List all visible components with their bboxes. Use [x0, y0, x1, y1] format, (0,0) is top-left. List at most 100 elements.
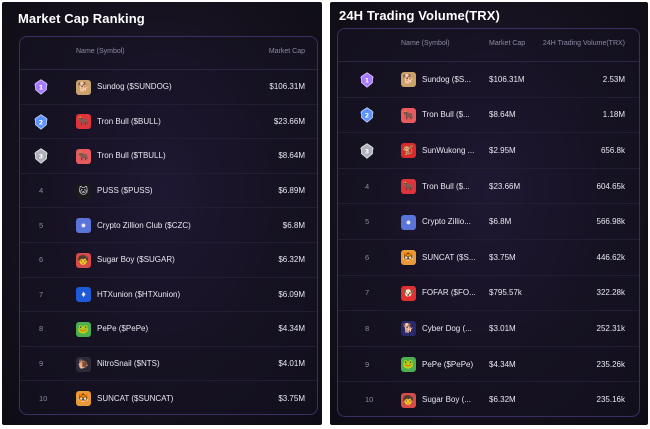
rank-number: 4: [365, 181, 370, 191]
bull-icon: 🐂: [76, 148, 91, 164]
fofar-icon: 🐶: [401, 285, 416, 301]
trading-volume-panel: 24H Trading Volume(TRX) Name (Symbol) Ma…: [330, 2, 648, 425]
market-cap-value: $4.01M: [278, 359, 305, 369]
volume-value: 566.98k: [596, 217, 625, 227]
header-name: Name (Symbol): [401, 40, 450, 47]
rank-number: 9: [39, 359, 44, 369]
volume-value: 1.18M: [602, 110, 625, 120]
token-name[interactable]: Crypto Zillio...: [422, 217, 471, 227]
market-cap-value: $106.31M: [489, 74, 525, 84]
rank-blue-medal-icon: 2: [358, 106, 376, 124]
rank-number: 6: [365, 252, 370, 262]
table-row[interactable]: 7 🐶 FOFAR ($FO... $795.57k 322.28k: [338, 276, 639, 312]
market-cap-value: $3.75M: [489, 252, 516, 262]
token-name[interactable]: Sundog ($S...: [422, 74, 471, 84]
token-name[interactable]: Tron Bull ($TBULL): [97, 151, 166, 161]
table-row[interactable]: 10 🐯 SUNCAT ($SUNCAT) $3.75M: [20, 381, 317, 414]
svg-text:3: 3: [365, 148, 369, 155]
volume-value: 252.31k: [596, 323, 625, 333]
rank-gold-medal-icon: 1: [32, 78, 50, 96]
table-row[interactable]: 1 🐕 Sundog ($SUNDOG) $106.31M: [20, 70, 317, 105]
market-cap-value: $4.34M: [489, 359, 516, 369]
svg-text:1: 1: [365, 77, 369, 84]
bull-icon: 🐂: [401, 107, 416, 123]
token-name[interactable]: SUNCAT ($S...: [422, 252, 476, 262]
rank-number: 5: [39, 220, 44, 230]
market-cap-value: $8.64M: [489, 110, 516, 120]
pepe-frog-icon: 🐸: [401, 357, 416, 373]
volume-value: 2.53M: [602, 74, 625, 84]
table-row[interactable]: 3 🐂 Tron Bull ($TBULL) $8.64M: [20, 139, 317, 174]
svg-text:1: 1: [39, 85, 43, 92]
panel-title: Market Cap Ranking: [18, 11, 145, 26]
market-cap-value: $6.32M: [278, 255, 305, 265]
htx-icon: ♦: [76, 287, 91, 303]
token-name[interactable]: HTXunion ($HTXunion): [97, 289, 181, 299]
token-name[interactable]: Tron Bull ($BULL): [97, 116, 161, 126]
market-cap-table: Name (Symbol) Market Cap 1 🐕 Sundog ($SUND…: [19, 36, 318, 415]
market-cap-value: $6.09M: [278, 289, 305, 299]
rank-blue-medal-icon: 2: [32, 113, 50, 131]
table-row[interactable]: 10 🧒 Sugar Boy (... $6.32M 235.16k: [338, 382, 639, 416]
token-name[interactable]: FOFAR ($FO...: [422, 288, 476, 298]
volume-value: 322.28k: [596, 288, 625, 298]
token-name[interactable]: Sugar Boy ($SUGAR): [97, 255, 175, 265]
token-name[interactable]: PUSS ($PUSS): [97, 186, 153, 196]
svg-text:2: 2: [365, 113, 369, 120]
crypto-zillion-icon: ●: [401, 214, 416, 230]
table-row[interactable]: 8 🐕 Cyber Dog (... $3.01M 252.31k: [338, 311, 639, 347]
token-name[interactable]: Crypto Zillion Club ($CZC): [97, 220, 191, 230]
header-volume: 24H Trading Volume(TRX): [542, 40, 625, 47]
token-name[interactable]: Tron Bull ($...: [422, 181, 470, 191]
pepe-frog-icon: 🐸: [76, 321, 91, 337]
table-row[interactable]: 4 🐂 Tron Bull ($... $23.66M 604.65k: [338, 169, 639, 205]
table-row[interactable]: 5 ● Crypto Zillion Club ($CZC) $6.8M: [20, 208, 317, 243]
table-row[interactable]: 4 🐱 PUSS ($PUSS) $6.89M: [20, 174, 317, 209]
market-cap-value: $3.01M: [489, 323, 516, 333]
header-market-cap: Market Cap: [489, 40, 526, 47]
crypto-zillion-icon: ●: [76, 218, 91, 234]
table-row[interactable]: 7 ♦ HTXunion ($HTXunion) $6.09M: [20, 278, 317, 313]
rank-number: 7: [39, 289, 44, 299]
market-cap-value: $106.31M: [269, 82, 305, 92]
rank-number: 4: [39, 186, 44, 196]
table-row[interactable]: 6 🧒 Sugar Boy ($SUGAR) $6.32M: [20, 243, 317, 278]
table-header: Name (Symbol) Market Cap 24H Trading Vol…: [338, 29, 639, 62]
rank-number: 6: [39, 255, 44, 265]
bull-icon: 🐂: [76, 114, 91, 130]
header-market-cap: Market Cap: [268, 48, 305, 55]
panel-title: 24H Trading Volume(TRX): [339, 8, 500, 23]
token-name[interactable]: Sundog ($SUNDOG): [97, 82, 172, 92]
market-cap-ranking-panel: Market Cap Ranking Name (Symbol) Market …: [2, 2, 322, 425]
volume-value: 235.26k: [596, 359, 625, 369]
header-name: Name (Symbol): [76, 48, 125, 55]
snail-icon: 🐌: [76, 356, 91, 372]
table-row[interactable]: 1 🐕 Sundog ($S... $106.31M 2.53M: [338, 62, 639, 98]
token-name[interactable]: Cyber Dog (...: [422, 323, 472, 333]
table-row[interactable]: 8 🐸 PePe ($PePe) $4.34M: [20, 312, 317, 347]
sugar-boy-icon: 🧒: [401, 392, 416, 408]
rank-number: 9: [365, 359, 370, 369]
tiger-cat-icon: 🐯: [76, 391, 91, 407]
token-name[interactable]: SUNCAT ($SUNCAT): [97, 393, 174, 403]
table-row[interactable]: 2 🐂 Tron Bull ($BULL) $23.66M: [20, 105, 317, 140]
token-name[interactable]: Tron Bull ($...: [422, 110, 470, 120]
cat-icon: 🐱: [76, 183, 91, 199]
sunwukong-icon: 🐒: [401, 143, 416, 159]
token-name[interactable]: NitroSnail ($NTS): [97, 359, 160, 369]
table-row[interactable]: 2 🐂 Tron Bull ($... $8.64M 1.18M: [338, 98, 639, 134]
market-cap-value: $23.66M: [273, 116, 305, 126]
token-name[interactable]: PePe ($PePe): [97, 324, 149, 334]
table-row[interactable]: 3 🐒 SunWukong ... $2.95M 656.8k: [338, 133, 639, 169]
token-name[interactable]: PePe ($PePe): [422, 359, 474, 369]
market-cap-value: $6.32M: [489, 395, 516, 405]
volume-value: 446.62k: [596, 252, 625, 262]
token-name[interactable]: Sugar Boy (...: [422, 395, 471, 405]
volume-value: 656.8k: [600, 145, 625, 155]
table-row[interactable]: 6 🐯 SUNCAT ($S... $3.75M 446.62k: [338, 240, 639, 276]
table-row[interactable]: 9 🐸 PePe ($PePe) $4.34M 235.26k: [338, 347, 639, 383]
table-row[interactable]: 9 🐌 NitroSnail ($NTS) $4.01M: [20, 347, 317, 382]
bull-icon: 🐂: [401, 179, 416, 195]
table-row[interactable]: 5 ● Crypto Zillio... $6.8M 566.98k: [338, 204, 639, 240]
token-name[interactable]: SunWukong ...: [422, 145, 475, 155]
